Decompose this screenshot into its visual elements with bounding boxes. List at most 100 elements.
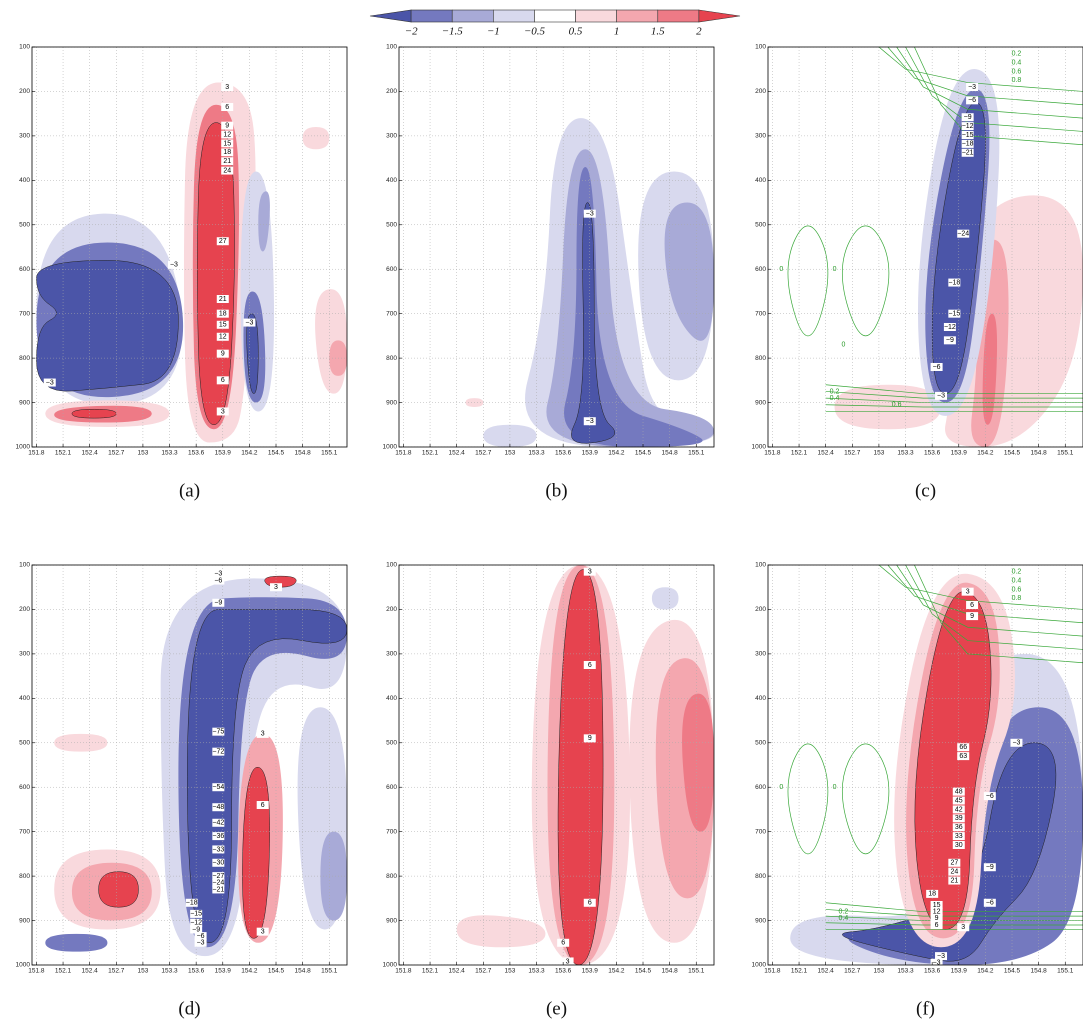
y-tick-label: 700: [755, 828, 766, 835]
x-tick-label: 151.8: [764, 968, 781, 975]
green-contour: [842, 225, 890, 336]
contour-label: −3: [933, 960, 941, 967]
green-contour-label: 0: [841, 342, 845, 349]
label-box: [583, 417, 596, 426]
label-box: [221, 148, 234, 157]
contour-label: −9: [214, 600, 222, 607]
contour-label: 9: [588, 735, 592, 742]
label-box: [983, 898, 996, 907]
label-box: [256, 729, 269, 738]
label-box: [212, 747, 225, 756]
label-box: [930, 958, 943, 965]
label-box: [216, 407, 229, 416]
label-box: [212, 727, 225, 736]
contour-label: 45: [955, 797, 963, 804]
contour-label: 27: [219, 238, 227, 245]
label-box: [948, 309, 961, 318]
label-box: [212, 569, 225, 578]
colorbar-segment: [657, 9, 700, 23]
label-box: [221, 166, 234, 175]
label-box: [952, 814, 965, 823]
y-tick-label: 100: [386, 562, 397, 569]
x-tick-label: 152.7: [475, 968, 492, 975]
y-tick-label: 400: [19, 695, 30, 702]
contour-label: 9: [935, 915, 939, 922]
green-contour: [905, 565, 1083, 650]
contour-label: 21: [950, 877, 958, 884]
shaded-region: [664, 202, 714, 341]
green-contour: [905, 47, 1083, 132]
label-box: [212, 872, 225, 881]
contour-label: −3: [245, 319, 253, 326]
x-tick-label: 151.8: [395, 450, 412, 457]
panel-label: (f): [916, 998, 935, 1019]
y-tick-label: 300: [755, 133, 766, 140]
label-box: [212, 803, 225, 812]
contour-label: 6: [561, 940, 565, 947]
x-tick-label: 152.7: [844, 450, 861, 457]
x-tick-label: 151.8: [28, 450, 45, 457]
green-contour: [878, 565, 1083, 610]
label-box: [1010, 738, 1023, 747]
x-tick-label: 153: [137, 968, 148, 975]
shaded-region: [982, 313, 998, 425]
label-box: [961, 139, 974, 148]
y-tick-label: 500: [19, 739, 30, 746]
colorbar-label: −1: [487, 26, 500, 38]
y-tick-label: 800: [19, 355, 30, 362]
x-tick-label: 154.5: [268, 450, 285, 457]
colorbar-label: 1.5: [651, 26, 665, 38]
y-tick-label: 1000: [16, 962, 31, 969]
shaded-region: [246, 313, 259, 394]
label-box: [561, 957, 574, 965]
contour-label: −42: [212, 820, 224, 827]
x-tick-label: 154.8: [661, 450, 678, 457]
y-tick-label: 800: [386, 873, 397, 880]
x-tick-label: 154.5: [635, 450, 652, 457]
contour-label: 6: [970, 602, 974, 609]
shaded-region: [842, 742, 1057, 962]
contour-label: −27: [212, 873, 224, 880]
colorbar-label: −2: [405, 26, 418, 38]
x-tick-label: 152.4: [818, 450, 835, 457]
contour-label: 36: [955, 824, 963, 831]
label-box: [943, 323, 956, 331]
contour-label: −18: [948, 279, 960, 286]
y-tick-label: 700: [19, 310, 30, 317]
label-box: [221, 103, 234, 111]
label-box: [930, 914, 943, 923]
colorbar-label: −0.5: [524, 26, 546, 38]
y-tick-label: 600: [19, 266, 30, 273]
plot-frame: [31, 46, 348, 448]
x-tick-label: 153: [873, 450, 884, 457]
green-contour: [787, 743, 829, 854]
contour-label: 12: [223, 131, 231, 138]
contour-label: −18: [962, 141, 974, 148]
label-box: [966, 83, 979, 91]
contour-label: −15: [190, 911, 202, 918]
y-tick-label: 400: [755, 177, 766, 184]
label-box: [221, 130, 234, 139]
label-box: [966, 96, 979, 105]
x-tick-label: 152.7: [108, 450, 125, 457]
label-box: [216, 332, 229, 341]
contour-label: −15: [962, 132, 974, 139]
green-contour-label: 0.2: [1012, 569, 1022, 576]
shaded-region: [834, 384, 942, 430]
y-tick-label: 600: [755, 784, 766, 791]
label-box: [216, 295, 229, 303]
x-tick-label: 153: [504, 450, 515, 457]
y-tick-label: 400: [386, 177, 397, 184]
shaded-region: [36, 260, 179, 392]
label-box: [943, 336, 956, 345]
label-box: [583, 567, 596, 576]
contour-label: −48: [212, 804, 224, 811]
contour-label: 3: [588, 569, 592, 576]
label-box: [43, 378, 56, 387]
contour-label: 3: [261, 731, 265, 738]
label-box: [952, 796, 965, 805]
x-tick-label: 154.8: [294, 450, 311, 457]
green-contour-label: 0.4: [1012, 59, 1022, 66]
x-tick-label: 153: [873, 968, 884, 975]
